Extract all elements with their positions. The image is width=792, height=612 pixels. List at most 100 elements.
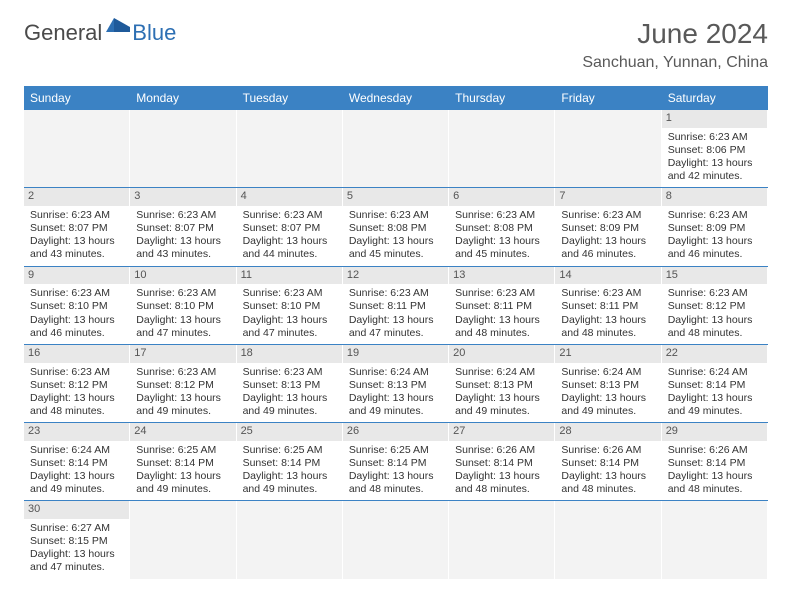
calendar-empty-cell <box>343 110 449 187</box>
sunset-line: Sunset: 8:14 PM <box>668 379 761 392</box>
day-info: Sunrise: 6:23 AMSunset: 8:11 PMDaylight:… <box>347 287 444 340</box>
day-number: 26 <box>343 423 448 441</box>
day-number: 2 <box>24 188 129 206</box>
sunset-line: Sunset: 8:07 PM <box>30 222 123 235</box>
sunrise-line: Sunrise: 6:23 AM <box>561 209 654 222</box>
day-info: Sunrise: 6:25 AMSunset: 8:14 PMDaylight:… <box>347 444 444 497</box>
day-info: Sunrise: 6:23 AMSunset: 8:09 PMDaylight:… <box>559 209 656 262</box>
sunset-line: Sunset: 8:10 PM <box>30 300 123 313</box>
sunrise-line: Sunrise: 6:26 AM <box>561 444 654 457</box>
sunset-line: Sunset: 8:14 PM <box>243 457 336 470</box>
daylight-line: Daylight: 13 hours and 42 minutes. <box>668 157 761 183</box>
day-info: Sunrise: 6:24 AMSunset: 8:13 PMDaylight:… <box>347 366 444 419</box>
calendar-empty-cell <box>449 110 555 187</box>
day-info: Sunrise: 6:23 AMSunset: 8:10 PMDaylight:… <box>134 287 231 340</box>
calendar: SundayMondayTuesdayWednesdayThursdayFrid… <box>24 86 768 579</box>
daylight-line: Daylight: 13 hours and 49 minutes. <box>243 392 336 418</box>
calendar-day-cell: 30 Sunrise: 6:27 AMSunset: 8:15 PMDayligh… <box>24 501 130 578</box>
sunrise-line: Sunrise: 6:27 AM <box>30 522 123 535</box>
calendar-day-cell: 26 Sunrise: 6:25 AMSunset: 8:14 PMDayligh… <box>343 423 449 500</box>
daylight-line: Daylight: 13 hours and 48 minutes. <box>349 470 442 496</box>
calendar-day-cell: 3 Sunrise: 6:23 AMSunset: 8:07 PMDaylight… <box>130 188 236 265</box>
daylight-line: Daylight: 13 hours and 47 minutes. <box>136 314 229 340</box>
sunset-line: Sunset: 8:10 PM <box>243 300 336 313</box>
sunset-line: Sunset: 8:07 PM <box>243 222 336 235</box>
daylight-line: Daylight: 13 hours and 49 minutes. <box>349 392 442 418</box>
daylight-line: Daylight: 13 hours and 46 minutes. <box>668 235 761 261</box>
sunrise-line: Sunrise: 6:23 AM <box>30 287 123 300</box>
weekday-header-cell: Monday <box>130 86 236 110</box>
day-number: 4 <box>237 188 342 206</box>
calendar-day-cell: 19Sunrise: 6:24 AMSunset: 8:13 PMDayligh… <box>343 345 449 422</box>
sunrise-line: Sunrise: 6:26 AM <box>668 444 761 457</box>
sunset-line: Sunset: 8:12 PM <box>668 300 761 313</box>
sunrise-line: Sunrise: 6:23 AM <box>30 209 123 222</box>
day-number: 3 <box>130 188 235 206</box>
daylight-line: Daylight: 13 hours and 47 minutes. <box>243 314 336 340</box>
day-info: Sunrise: 6:27 AMSunset: 8:15 PMDaylight:… <box>28 522 125 575</box>
sunset-line: Sunset: 8:13 PM <box>455 379 548 392</box>
day-number: 16 <box>24 345 129 363</box>
daylight-line: Daylight: 13 hours and 43 minutes. <box>136 235 229 261</box>
sunrise-line: Sunrise: 6:23 AM <box>455 287 548 300</box>
sunrise-line: Sunrise: 6:23 AM <box>561 287 654 300</box>
day-number: 29 <box>662 423 767 441</box>
day-info: Sunrise: 6:24 AMSunset: 8:14 PMDaylight:… <box>28 444 125 497</box>
logo: General Blue <box>24 18 176 47</box>
calendar-day-cell: 14Sunrise: 6:23 AMSunset: 8:11 PMDayligh… <box>555 267 661 344</box>
calendar-day-cell: 23Sunrise: 6:24 AMSunset: 8:14 PMDayligh… <box>24 423 130 500</box>
calendar-day-cell: 28Sunrise: 6:26 AMSunset: 8:14 PMDayligh… <box>555 423 661 500</box>
title-block: June 2024 Sanchuan, Yunnan, China <box>582 18 768 72</box>
weekday-header-cell: Tuesday <box>237 86 343 110</box>
daylight-line: Daylight: 13 hours and 49 minutes. <box>561 392 654 418</box>
sunrise-line: Sunrise: 6:24 AM <box>30 444 123 457</box>
calendar-day-cell: 17Sunrise: 6:23 AMSunset: 8:12 PMDayligh… <box>130 345 236 422</box>
daylight-line: Daylight: 13 hours and 47 minutes. <box>349 314 442 340</box>
calendar-empty-cell <box>237 110 343 187</box>
calendar-empty-cell <box>130 501 236 578</box>
calendar-day-cell: 22Sunrise: 6:24 AMSunset: 8:14 PMDayligh… <box>662 345 768 422</box>
sunrise-line: Sunrise: 6:24 AM <box>349 366 442 379</box>
day-number: 30 <box>24 501 129 519</box>
sunset-line: Sunset: 8:14 PM <box>455 457 548 470</box>
day-info: Sunrise: 6:23 AMSunset: 8:11 PMDaylight:… <box>453 287 550 340</box>
sunrise-line: Sunrise: 6:25 AM <box>243 444 336 457</box>
calendar-row: 2Sunrise: 6:23 AMSunset: 8:07 PMDaylight… <box>24 188 768 266</box>
daylight-line: Daylight: 13 hours and 48 minutes. <box>561 314 654 340</box>
sunrise-line: Sunrise: 6:24 AM <box>455 366 548 379</box>
day-number: 24 <box>130 423 235 441</box>
sunset-line: Sunset: 8:14 PM <box>349 457 442 470</box>
calendar-day-cell: 13Sunrise: 6:23 AMSunset: 8:11 PMDayligh… <box>449 267 555 344</box>
calendar-day-cell: 10Sunrise: 6:23 AMSunset: 8:10 PMDayligh… <box>130 267 236 344</box>
day-number: 5 <box>343 188 448 206</box>
calendar-day-cell: 12Sunrise: 6:23 AMSunset: 8:11 PMDayligh… <box>343 267 449 344</box>
sunset-line: Sunset: 8:11 PM <box>455 300 548 313</box>
day-number: 15 <box>662 267 767 285</box>
calendar-weekday-header: SundayMondayTuesdayWednesdayThursdayFrid… <box>24 86 768 110</box>
day-number: 1 <box>662 110 767 128</box>
day-info: Sunrise: 6:24 AMSunset: 8:14 PMDaylight:… <box>666 366 763 419</box>
day-info: Sunrise: 6:24 AMSunset: 8:13 PMDaylight:… <box>453 366 550 419</box>
day-info: Sunrise: 6:23 AMSunset: 8:10 PMDaylight:… <box>28 287 125 340</box>
calendar-row: 30 Sunrise: 6:27 AMSunset: 8:15 PMDayligh… <box>24 501 768 578</box>
sunset-line: Sunset: 8:14 PM <box>136 457 229 470</box>
sunset-line: Sunset: 8:12 PM <box>30 379 123 392</box>
calendar-empty-cell <box>343 501 449 578</box>
day-info: Sunrise: 6:23 AMSunset: 8:07 PMDaylight:… <box>134 209 231 262</box>
calendar-empty-cell <box>555 110 661 187</box>
day-number: 28 <box>555 423 660 441</box>
day-info: Sunrise: 6:23 AMSunset: 8:12 PMDaylight:… <box>134 366 231 419</box>
day-number: 6 <box>449 188 554 206</box>
sunrise-line: Sunrise: 6:23 AM <box>668 287 761 300</box>
weekday-header-cell: Sunday <box>24 86 130 110</box>
day-info: Sunrise: 6:23 AMSunset: 8:06 PMDaylight:… <box>666 131 763 184</box>
day-info: Sunrise: 6:23 AMSunset: 8:08 PMDaylight:… <box>347 209 444 262</box>
day-number: 14 <box>555 267 660 285</box>
sunrise-line: Sunrise: 6:25 AM <box>136 444 229 457</box>
sunset-line: Sunset: 8:15 PM <box>30 535 123 548</box>
sunrise-line: Sunrise: 6:23 AM <box>668 209 761 222</box>
sunrise-line: Sunrise: 6:24 AM <box>561 366 654 379</box>
logo-text-general: General <box>24 20 102 46</box>
daylight-line: Daylight: 13 hours and 43 minutes. <box>30 235 123 261</box>
daylight-line: Daylight: 13 hours and 47 minutes. <box>30 548 123 574</box>
